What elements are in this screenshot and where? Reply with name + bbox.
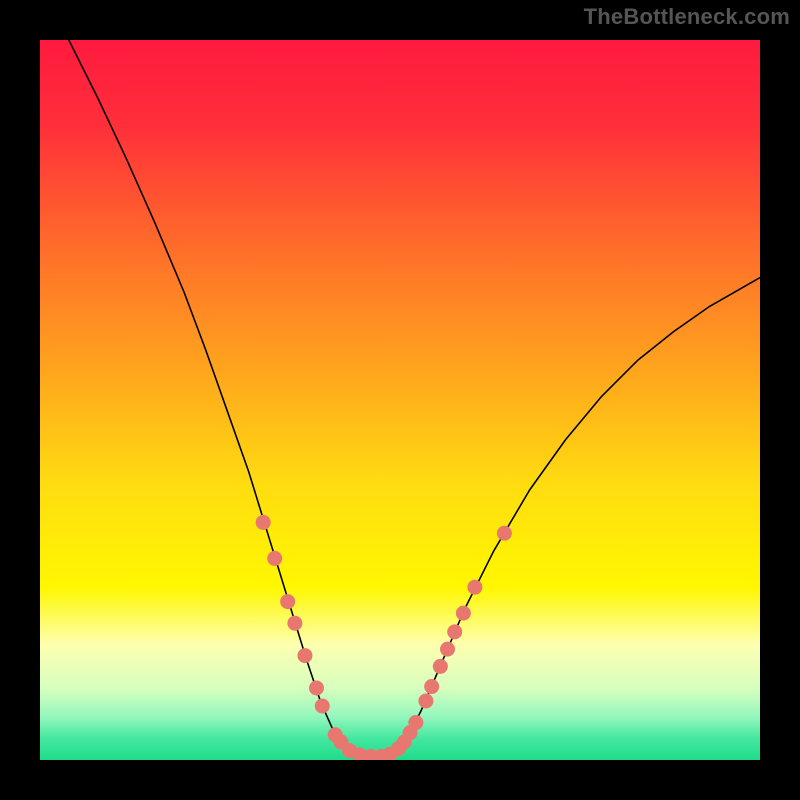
data-marker bbox=[309, 681, 324, 696]
data-marker bbox=[418, 693, 433, 708]
data-marker bbox=[497, 526, 512, 541]
bottleneck-chart bbox=[0, 0, 800, 800]
chart-frame: TheBottleneck.com bbox=[0, 0, 800, 800]
data-marker bbox=[456, 606, 471, 621]
watermark-label: TheBottleneck.com bbox=[584, 4, 790, 30]
plot-background bbox=[40, 40, 760, 760]
data-marker bbox=[447, 624, 462, 639]
data-marker bbox=[467, 580, 482, 595]
data-marker bbox=[256, 515, 271, 530]
data-marker bbox=[287, 616, 302, 631]
data-marker bbox=[315, 699, 330, 714]
data-marker bbox=[433, 659, 448, 674]
data-marker bbox=[440, 642, 455, 657]
data-marker bbox=[424, 679, 439, 694]
data-marker bbox=[267, 551, 282, 566]
data-marker bbox=[297, 648, 312, 663]
data-marker bbox=[408, 715, 423, 730]
data-marker bbox=[280, 594, 295, 609]
